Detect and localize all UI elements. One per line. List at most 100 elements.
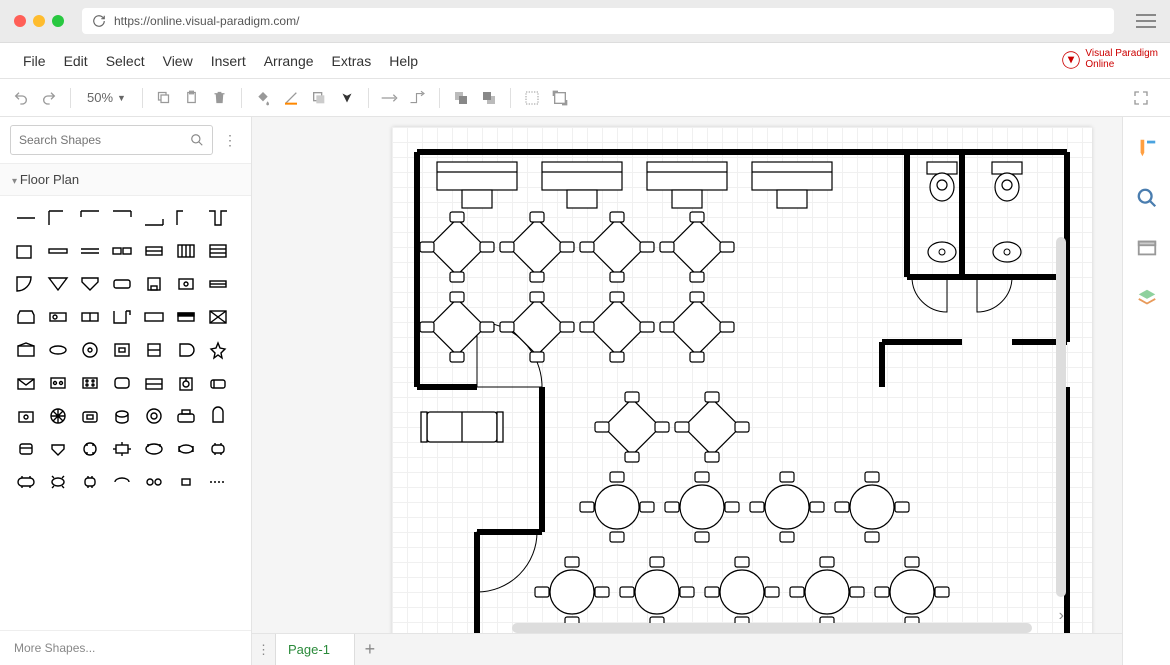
palette-shape[interactable] <box>12 338 40 362</box>
stroke-button[interactable] <box>280 87 302 109</box>
palette-shape[interactable] <box>44 239 72 263</box>
palette-shape[interactable] <box>12 272 40 296</box>
palette-shape[interactable] <box>108 437 136 461</box>
palette-shape[interactable] <box>12 239 40 263</box>
address-bar[interactable]: https://online.visual-paradigm.com/ <box>82 8 1114 34</box>
more-shapes-link[interactable]: More Shapes... <box>0 630 251 665</box>
palette-shape[interactable] <box>12 206 40 230</box>
palette-shape[interactable] <box>108 206 136 230</box>
palette-shape[interactable] <box>108 305 136 329</box>
expand-chevron-icon[interactable]: › <box>1059 607 1064 625</box>
mac-close[interactable] <box>14 15 26 27</box>
palette-shape[interactable] <box>44 206 72 230</box>
select-area-button[interactable] <box>521 87 543 109</box>
toback-button[interactable] <box>478 87 500 109</box>
search-shapes-input[interactable] <box>10 125 213 155</box>
menu-extras[interactable]: Extras <box>323 49 381 73</box>
palette-shape[interactable] <box>108 404 136 428</box>
menu-arrange[interactable]: Arrange <box>255 49 323 73</box>
waypoint-button[interactable] <box>407 87 429 109</box>
palette-shape[interactable] <box>44 338 72 362</box>
palette-shape[interactable] <box>204 404 232 428</box>
fit-button[interactable] <box>549 87 571 109</box>
palette-shape[interactable] <box>76 338 104 362</box>
palette-shape[interactable] <box>108 338 136 362</box>
palette-shape[interactable] <box>172 239 200 263</box>
redo-button[interactable] <box>38 87 60 109</box>
vertical-scrollbar[interactable] <box>1056 237 1066 597</box>
palette-shape[interactable] <box>140 371 168 395</box>
palette-shape[interactable] <box>140 305 168 329</box>
palette-shape[interactable] <box>204 206 232 230</box>
menu-view[interactable]: View <box>154 49 202 73</box>
delete-button[interactable] <box>209 87 231 109</box>
undo-button[interactable] <box>10 87 32 109</box>
palette-shape[interactable] <box>140 272 168 296</box>
palette-shape[interactable] <box>108 239 136 263</box>
page-tab-1[interactable]: Page-1 <box>276 634 355 665</box>
palette-shape[interactable] <box>108 371 136 395</box>
palette-shape[interactable] <box>76 305 104 329</box>
palette-shape[interactable] <box>204 338 232 362</box>
page-tabs-menu-icon[interactable]: ⋮ <box>252 634 276 665</box>
palette-shape[interactable] <box>172 305 200 329</box>
palette-shape[interactable] <box>44 437 72 461</box>
palette-shape[interactable] <box>140 437 168 461</box>
tofront-button[interactable] <box>450 87 472 109</box>
palette-shape[interactable] <box>172 338 200 362</box>
palette-shape[interactable] <box>12 437 40 461</box>
palette-shape[interactable] <box>204 437 232 461</box>
fill-button[interactable] <box>252 87 274 109</box>
palette-shape[interactable] <box>204 305 232 329</box>
palette-shape[interactable] <box>140 206 168 230</box>
mac-minimize[interactable] <box>33 15 45 27</box>
palette-shape[interactable] <box>204 239 232 263</box>
palette-shape[interactable] <box>172 404 200 428</box>
palette-shape[interactable] <box>12 305 40 329</box>
palette-shape[interactable] <box>44 305 72 329</box>
style-button[interactable] <box>336 87 358 109</box>
paste-button[interactable] <box>181 87 203 109</box>
menu-help[interactable]: Help <box>380 49 427 73</box>
canvas[interactable]: › <box>252 117 1122 633</box>
palette-shape[interactable] <box>204 470 232 494</box>
palette-shape[interactable] <box>140 470 168 494</box>
mac-maximize[interactable] <box>52 15 64 27</box>
palette-shape[interactable] <box>172 206 200 230</box>
menu-insert[interactable]: Insert <box>202 49 255 73</box>
copy-button[interactable] <box>153 87 175 109</box>
browser-menu-icon[interactable] <box>1136 14 1156 28</box>
palette-shape[interactable] <box>140 404 168 428</box>
palette-shape[interactable] <box>172 470 200 494</box>
palette-shape[interactable] <box>76 239 104 263</box>
sidebar-menu-icon[interactable]: ⋮ <box>219 132 241 149</box>
palette-shape[interactable] <box>12 470 40 494</box>
fullscreen-button[interactable] <box>1130 87 1152 109</box>
menu-file[interactable]: File <box>14 49 55 73</box>
palette-shape[interactable] <box>44 404 72 428</box>
palette-shape[interactable] <box>108 470 136 494</box>
connector-button[interactable] <box>379 87 401 109</box>
palette-shape[interactable] <box>108 272 136 296</box>
palette-shape[interactable] <box>172 371 200 395</box>
palette-shape[interactable] <box>204 272 232 296</box>
outline-panel-icon[interactable] <box>1136 237 1158 259</box>
palette-shape[interactable] <box>76 437 104 461</box>
palette-shape[interactable] <box>76 371 104 395</box>
menu-select[interactable]: Select <box>97 49 154 73</box>
palette-shape[interactable] <box>44 470 72 494</box>
horizontal-scrollbar[interactable] <box>512 623 1032 633</box>
palette-shape[interactable] <box>76 206 104 230</box>
palette-shape[interactable] <box>76 272 104 296</box>
palette-shape[interactable] <box>172 437 200 461</box>
layers-panel-icon[interactable] <box>1136 287 1158 309</box>
palette-shape[interactable] <box>172 272 200 296</box>
add-page-button[interactable]: + <box>355 634 385 665</box>
format-panel-icon[interactable] <box>1136 137 1158 159</box>
shadow-button[interactable] <box>308 87 330 109</box>
drawing-paper[interactable] <box>392 127 1092 633</box>
palette-shape[interactable] <box>140 239 168 263</box>
section-floor-plan[interactable]: Floor Plan <box>0 163 251 196</box>
palette-shape[interactable] <box>44 371 72 395</box>
palette-shape[interactable] <box>12 404 40 428</box>
